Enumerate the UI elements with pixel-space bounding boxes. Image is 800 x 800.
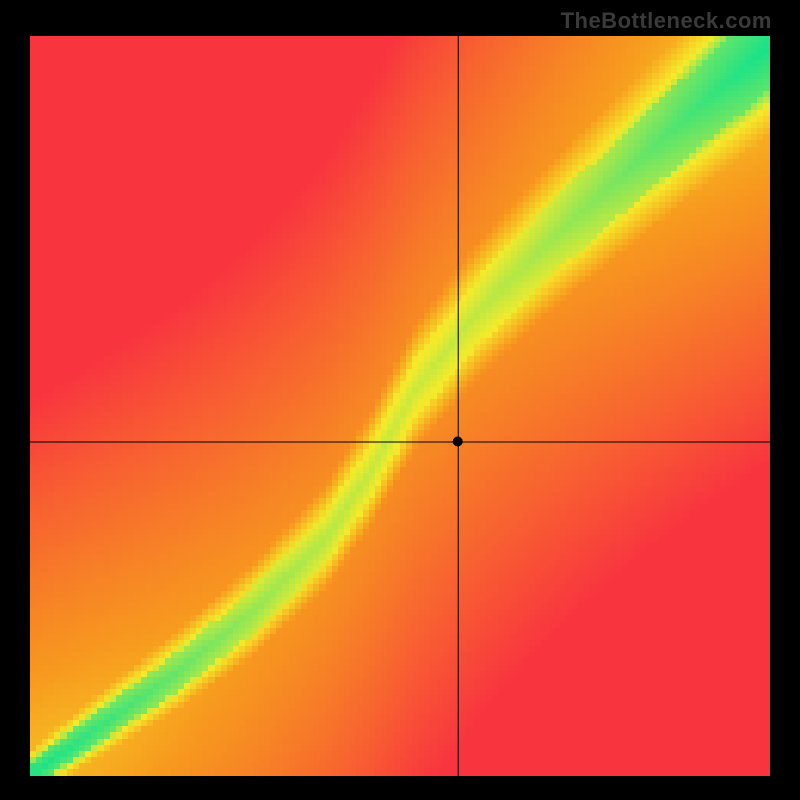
watermark-text: TheBottleneck.com: [561, 8, 772, 34]
heatmap-canvas: [30, 36, 770, 776]
chart-container: TheBottleneck.com: [0, 0, 800, 800]
plot-area: [30, 36, 770, 776]
